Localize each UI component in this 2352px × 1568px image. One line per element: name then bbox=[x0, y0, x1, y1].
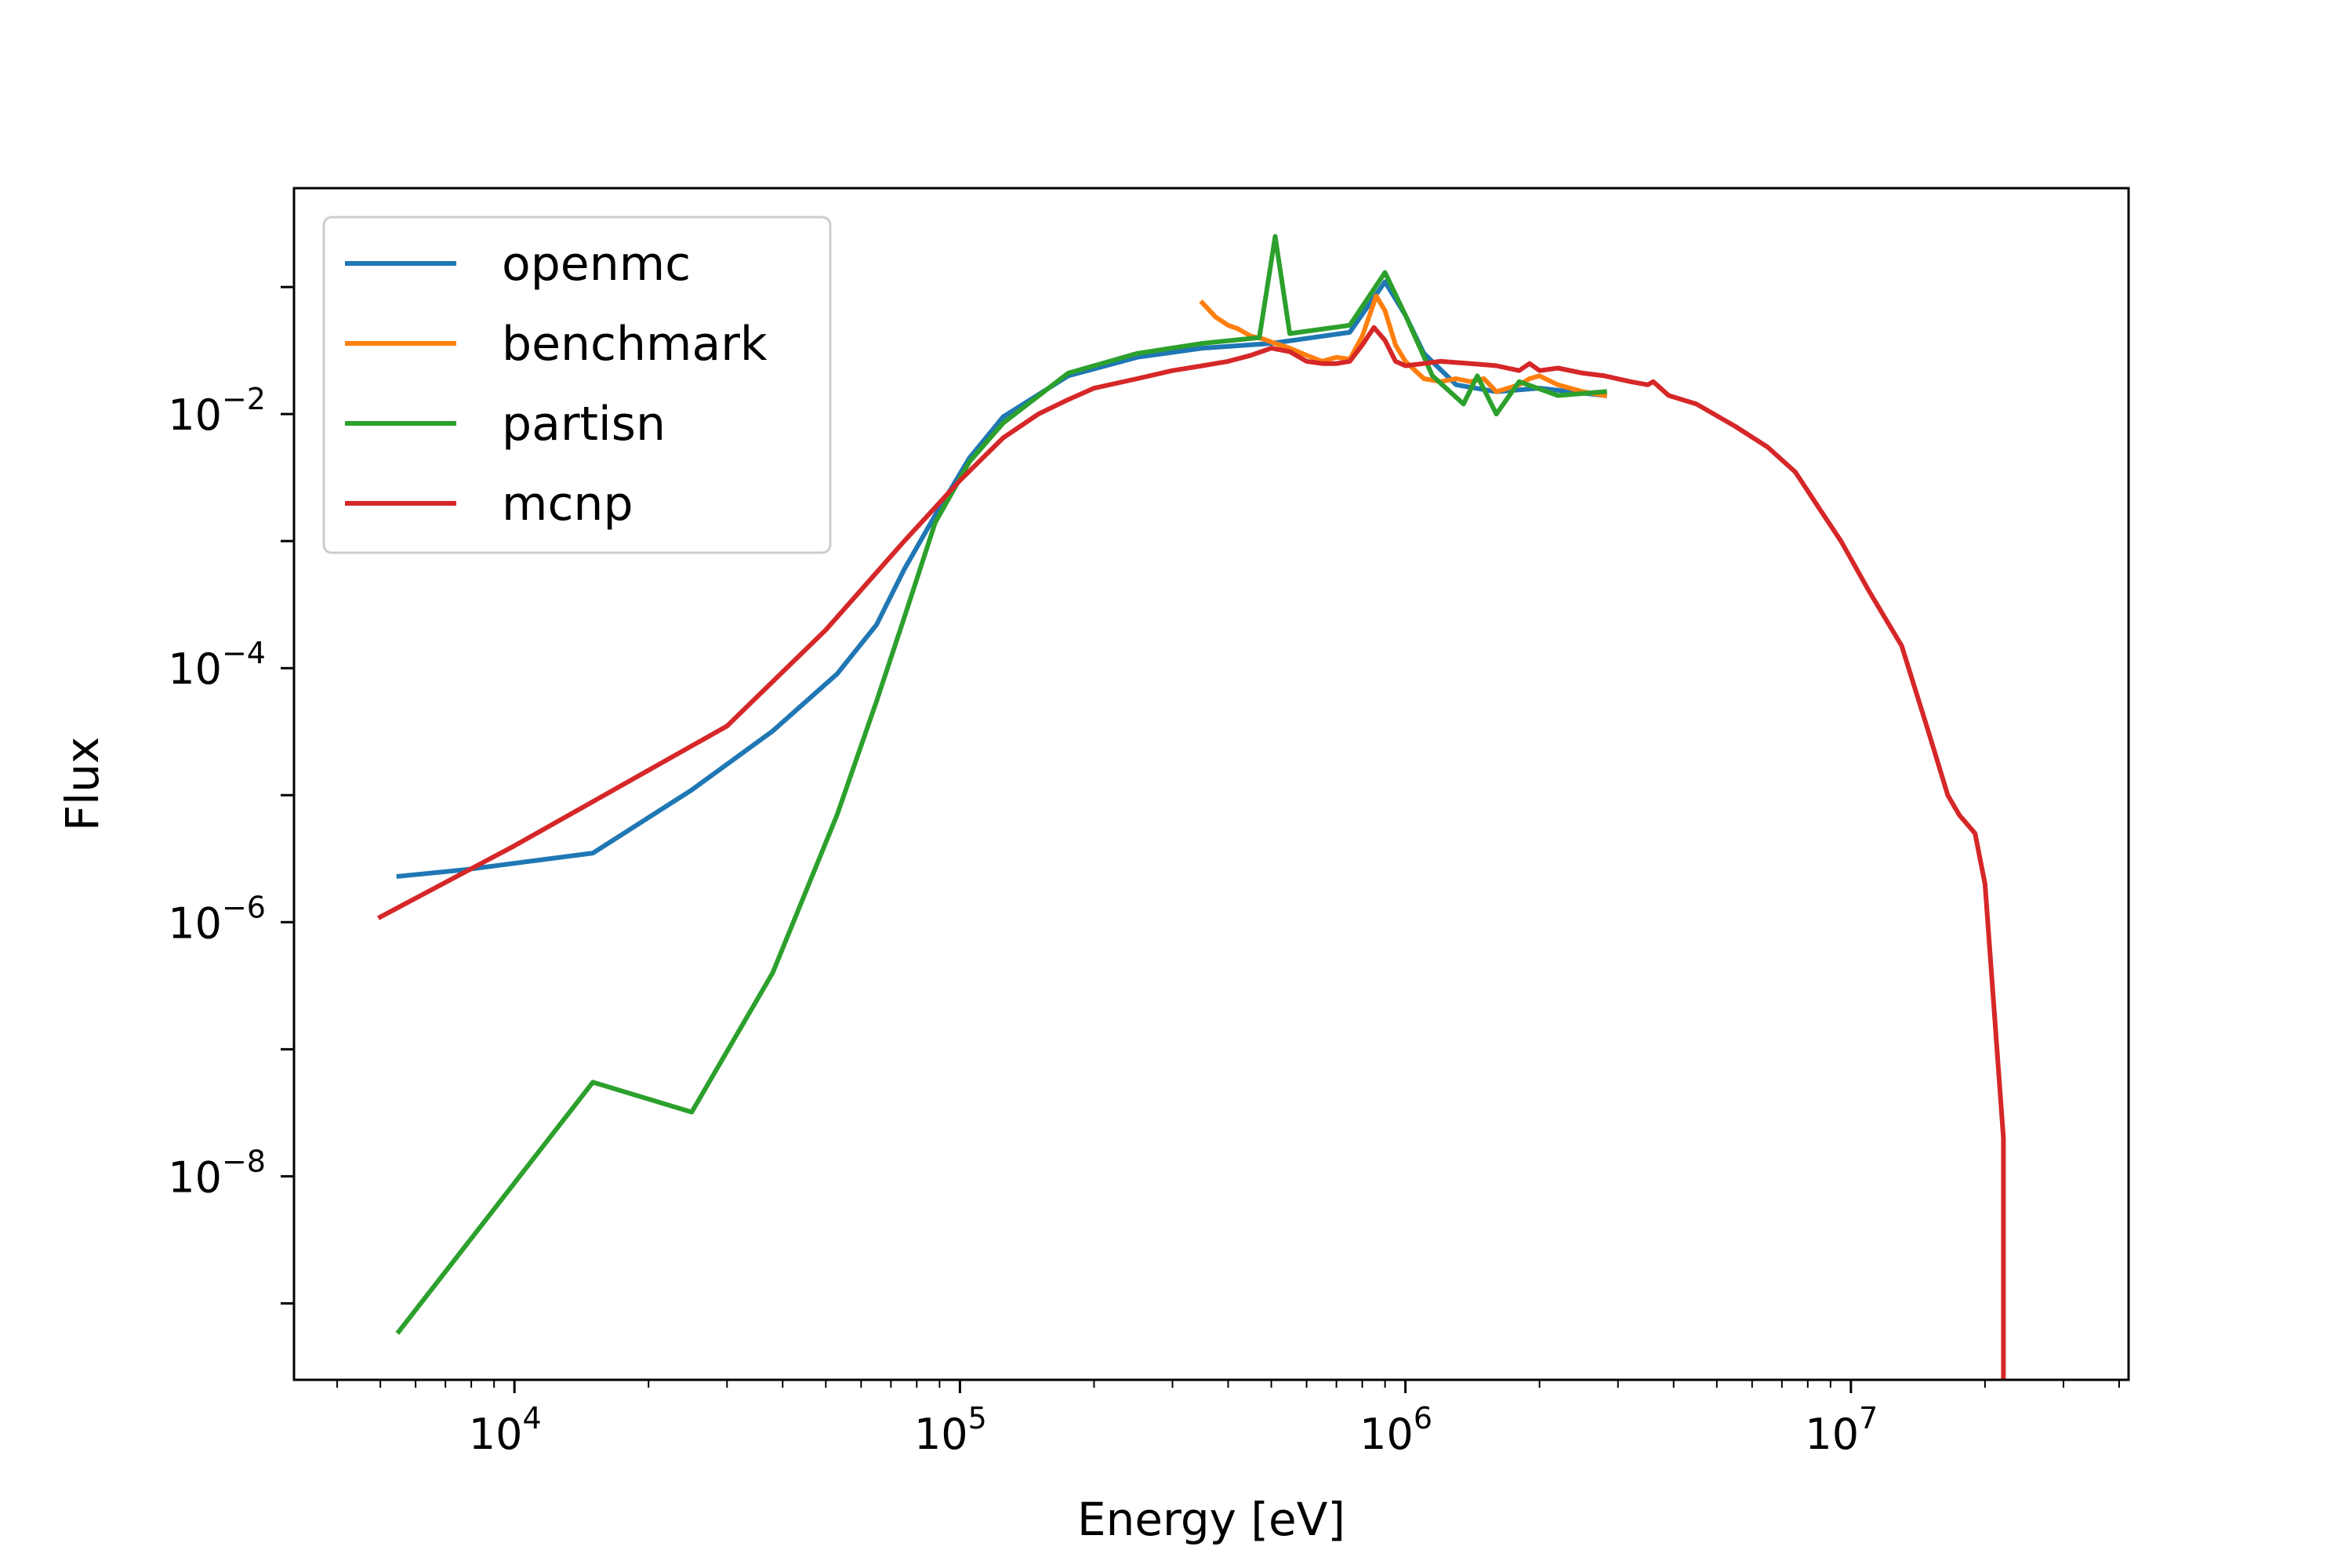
y-axis-label: Flux bbox=[56, 737, 109, 832]
legend-label: openmc bbox=[502, 237, 691, 292]
x-tick-label: 104 bbox=[469, 1401, 542, 1459]
legend-item-benchmark: benchmark bbox=[345, 317, 768, 372]
x-tick-label: 105 bbox=[914, 1401, 987, 1459]
y-axis-ticks: 10−2 10−4 10−6 10−8 bbox=[168, 285, 294, 1305]
series-layer bbox=[377, 234, 2006, 1380]
x-tick-label: 107 bbox=[1805, 1401, 1878, 1459]
legend-item-mcnp: mcnp bbox=[345, 477, 633, 532]
y-tick-label: 10−2 bbox=[168, 382, 266, 440]
legend: openmc benchmark partisn mcnp bbox=[322, 216, 832, 554]
legend-label: benchmark bbox=[502, 317, 768, 372]
legend-item-partisn: partisn bbox=[345, 397, 666, 452]
series-line-mcnp bbox=[377, 325, 2006, 1380]
series-line-partisn bbox=[395, 234, 1607, 1335]
legend-item-openmc: openmc bbox=[345, 237, 691, 292]
x-tick-label: 106 bbox=[1359, 1401, 1432, 1459]
x-axis-label: Energy [eV] bbox=[1077, 1493, 1345, 1546]
plot-frame bbox=[292, 187, 2130, 1381]
y-tick-label: 10−4 bbox=[168, 636, 266, 694]
legend-label: partisn bbox=[502, 397, 666, 452]
x-axis-ticks: 104 105 106 107 bbox=[336, 1380, 2120, 1459]
legend-label: mcnp bbox=[502, 477, 633, 532]
legend-box bbox=[322, 216, 832, 554]
y-tick-label: 10−8 bbox=[168, 1144, 266, 1202]
y-tick-label: 10−6 bbox=[168, 890, 266, 948]
